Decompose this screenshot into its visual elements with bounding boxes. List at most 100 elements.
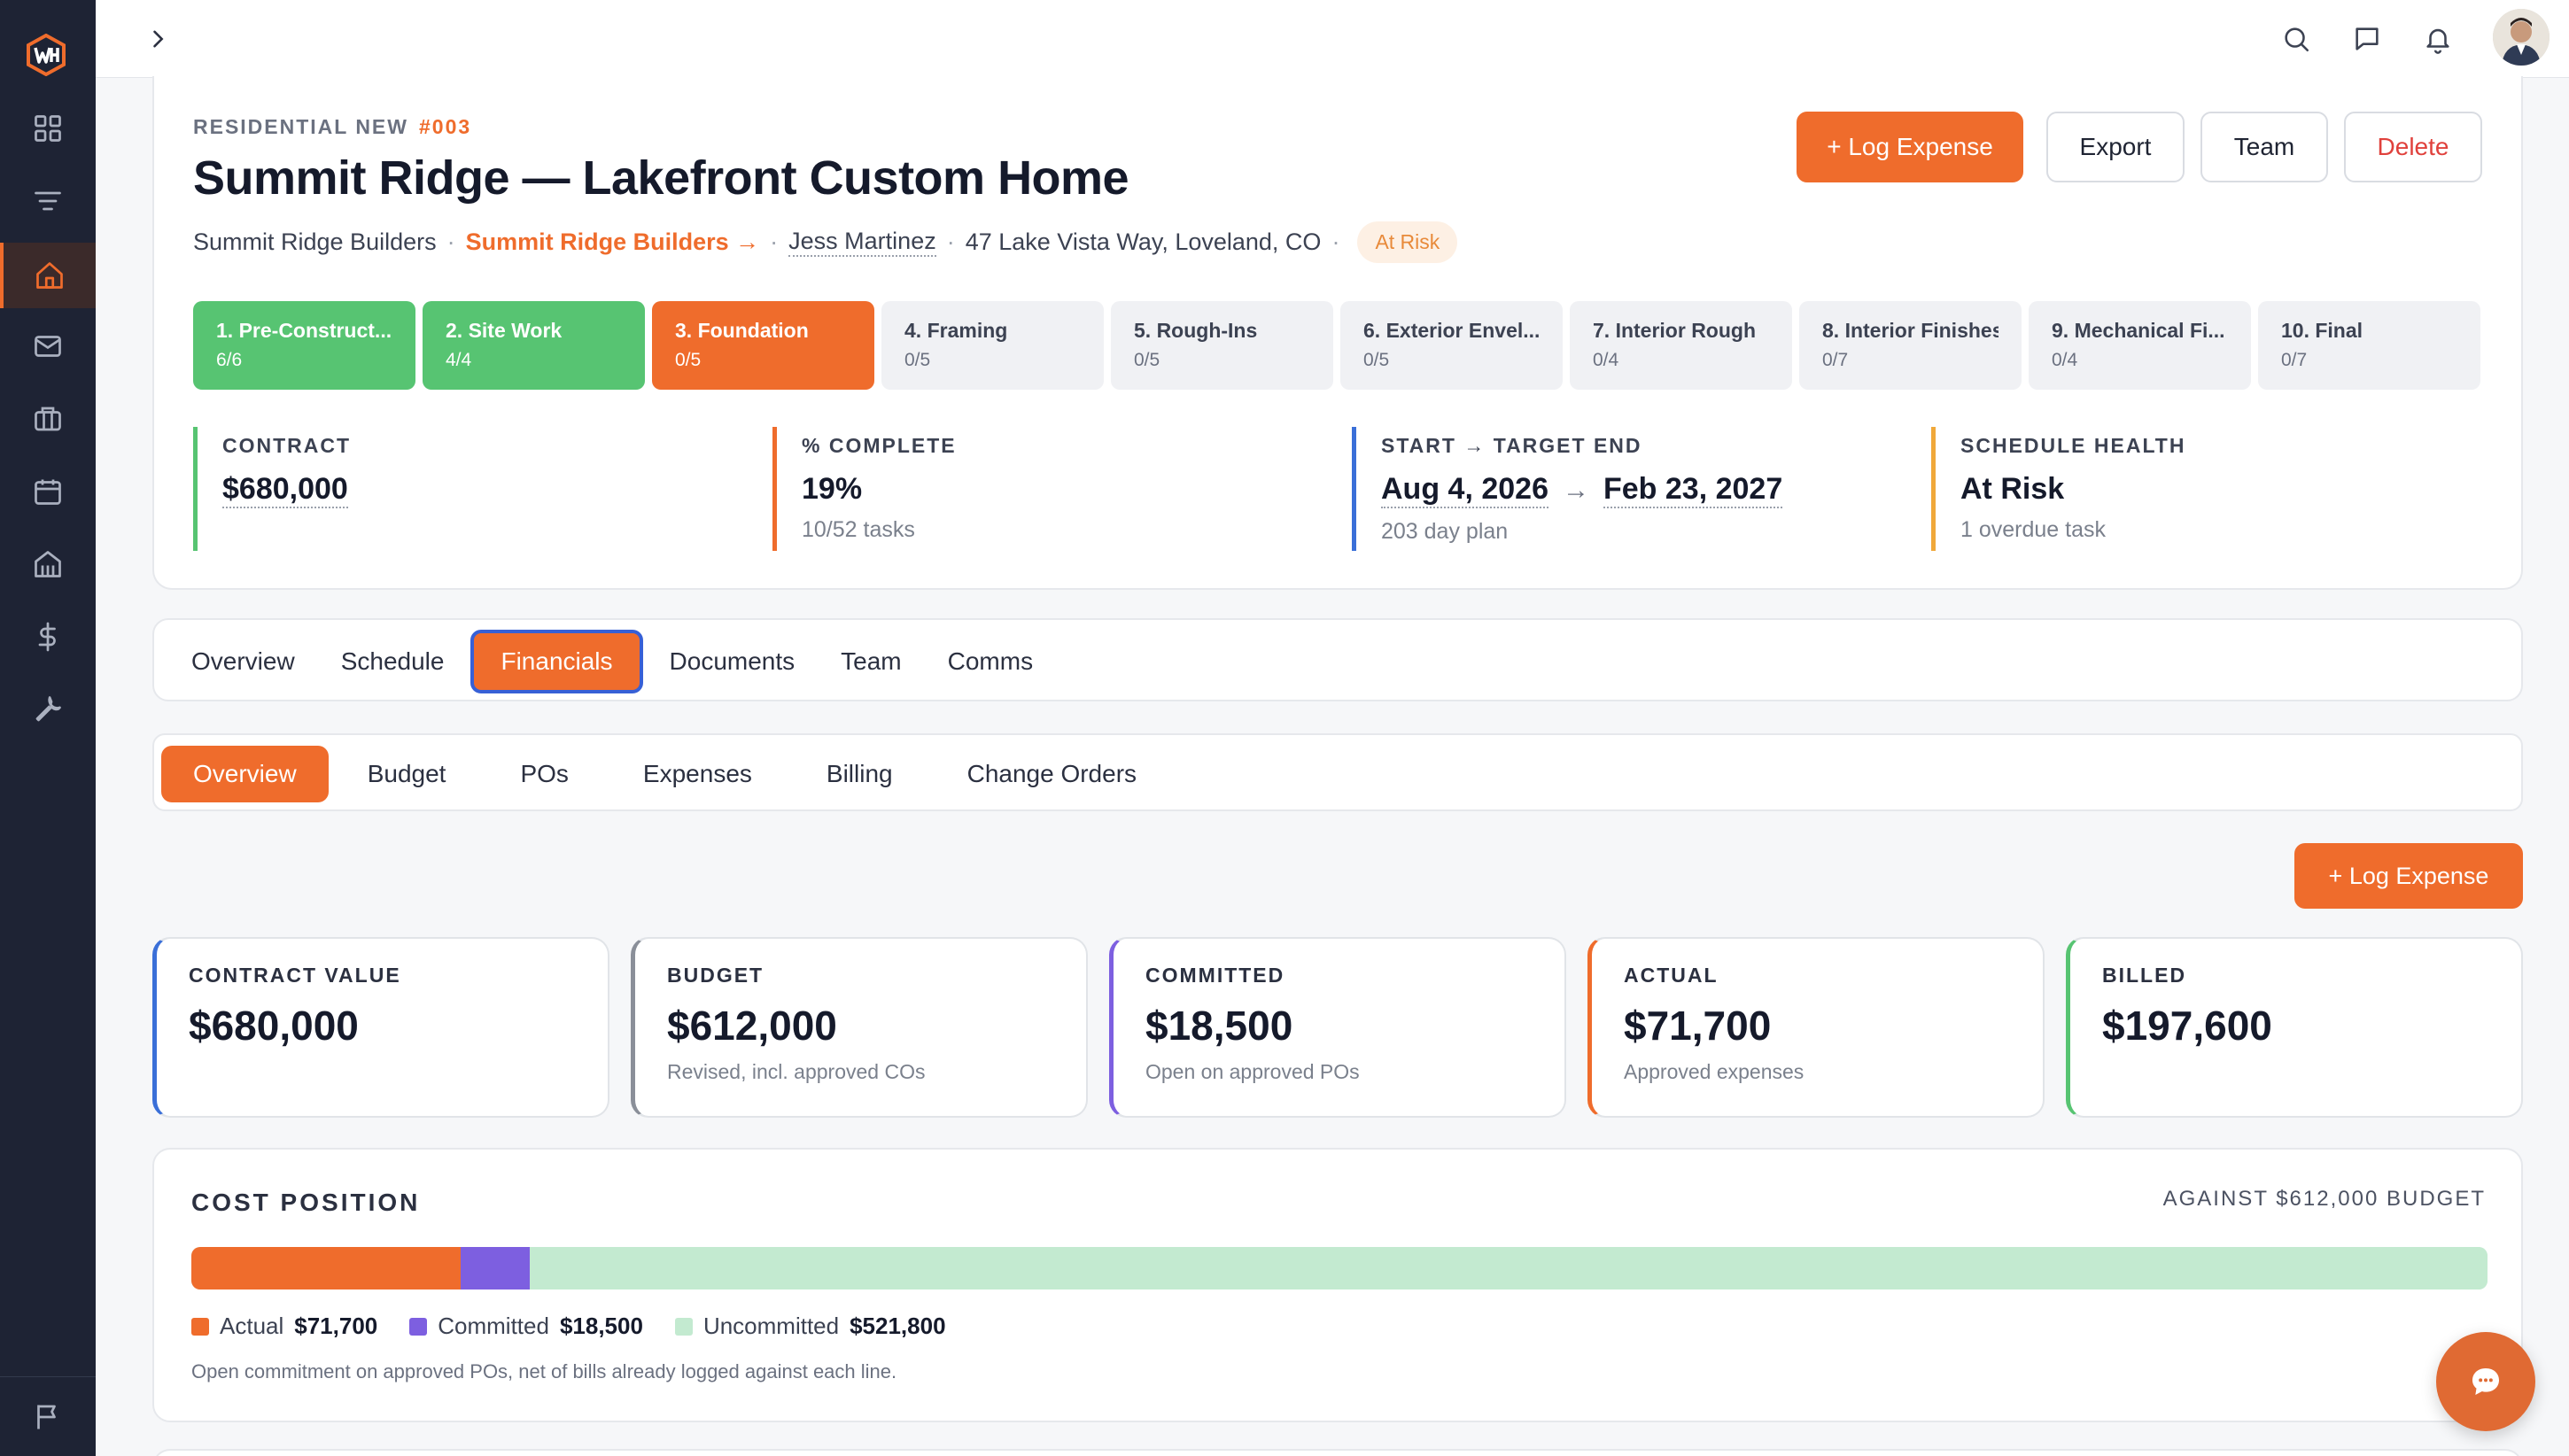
status-badge: At Risk: [1357, 221, 1458, 263]
project-number: #003: [418, 115, 472, 138]
sidebar-item-dashboard[interactable]: [0, 96, 96, 161]
calendar-icon: [35, 479, 61, 505]
cost-position-bar: [191, 1247, 2488, 1289]
messages-button[interactable]: [2348, 19, 2387, 58]
phase-step[interactable]: 10. Final 0/7: [2258, 301, 2480, 390]
project-manager[interactable]: Jess Martinez: [788, 228, 936, 257]
filter-icon: [35, 191, 61, 211]
project-stats: CONTRACT $680,000 % COMPLETE 19% 10/52 t…: [193, 427, 2496, 551]
home-icon: [36, 262, 63, 289]
sidebar-item-jobs[interactable]: [0, 386, 96, 452]
tab-financials[interactable]: Financials: [470, 630, 643, 693]
chat-icon: [2356, 27, 2379, 50]
subtab-budget[interactable]: Budget: [367, 760, 446, 787]
stat-dates: START → TARGET END Aug 4, 2026 → Feb 23,…: [1352, 427, 1783, 551]
project-address: 47 Lake Vista Way, Loveland, CO: [965, 228, 1322, 255]
stat-schedule-health: SCHEDULE HEALTH At Risk 1 overdue task: [1931, 427, 2185, 551]
page-title: Summit Ridge — Lakefront Custom Home: [193, 151, 1129, 205]
wrench-icon: [35, 696, 61, 722]
sidebar-item-calendar[interactable]: [0, 459, 96, 524]
target-end-date[interactable]: Feb 23, 2027: [1603, 472, 1783, 508]
phase-tracker: 1. Pre-Construct... 6/6 2. Site Work 4/4 3…: [193, 301, 2480, 390]
schedule-health-value: At Risk: [1960, 472, 2065, 506]
user-avatar[interactable]: [2493, 9, 2550, 66]
tab-documents[interactable]: Documents: [669, 647, 796, 675]
app-logo[interactable]: [25, 33, 67, 77]
bell-icon: [2426, 28, 2449, 54]
sidebar-item-mail[interactable]: [0, 314, 96, 379]
phase-step[interactable]: 1. Pre-Construct... 6/6: [193, 301, 415, 390]
log-expense-button-secondary[interactable]: + Log Expense: [2294, 843, 2523, 909]
start-date[interactable]: Aug 4, 2026: [1381, 472, 1548, 508]
dashboard-icon: [35, 115, 61, 142]
legend-committed: Committed $18,500: [409, 1313, 643, 1340]
chat-bubble-icon: [2472, 1368, 2499, 1395]
team-button[interactable]: Team: [2200, 112, 2328, 182]
project-type: RESIDENTIAL NEW #003: [193, 115, 471, 139]
project-meta: Summit Ridge Builders · Summit Ridge Bui…: [193, 221, 1458, 263]
sidebar-item-tools[interactable]: [0, 677, 96, 742]
support-chat-button[interactable]: [2436, 1332, 2535, 1431]
notifications-button[interactable]: [2418, 19, 2457, 58]
stat-complete: % COMPLETE 19% 10/52 tasks: [772, 427, 957, 551]
financials-subtabs: Overview Budget POs Expenses Billing Cha…: [152, 733, 2523, 811]
cost-position-card: COST POSITION AGAINST $612,000 BUDGET Ac…: [152, 1148, 2523, 1422]
cost-legend: Actual $71,700 Committed $18,500 Uncommi…: [191, 1313, 978, 1340]
uncommitted-segment: [530, 1247, 2488, 1289]
phase-step[interactable]: 9. Mechanical Fi... 0/4: [2029, 301, 2251, 390]
arrow-right-icon: →: [1562, 475, 1589, 505]
legend-uncommitted: Uncommitted $521,800: [674, 1313, 946, 1340]
kpi-actual: ACTUAL $71,700 Approved expenses: [1587, 937, 2045, 1118]
export-button[interactable]: Export: [2046, 112, 2185, 182]
phase-step[interactable]: 3. Foundation 0/5: [652, 301, 874, 390]
flag-icon: [37, 1405, 56, 1429]
subtab-pos[interactable]: POs: [520, 760, 569, 787]
mail-icon: [35, 336, 61, 357]
kpi-budget: BUDGET $612,000 Revised, incl. approved …: [631, 937, 1088, 1118]
search-button[interactable]: [2277, 19, 2316, 58]
tab-overview[interactable]: Overview: [191, 647, 295, 675]
delete-button[interactable]: Delete: [2344, 112, 2482, 182]
next-card-edge: [152, 1449, 2523, 1456]
subtab-overview[interactable]: Overview: [161, 746, 329, 802]
tab-team[interactable]: Team: [841, 647, 902, 675]
dollar-icon: [38, 622, 56, 652]
project-tabs: Overview Schedule Financials Documents T…: [152, 618, 2523, 701]
expand-sidebar-button[interactable]: [140, 21, 175, 57]
phase-step[interactable]: 8. Interior Finishes 0/7: [1799, 301, 2022, 390]
kpi-committed: COMMITTED $18,500 Open on approved POs: [1109, 937, 1566, 1118]
subtab-expenses[interactable]: Expenses: [642, 760, 752, 787]
sidebar-item-buildings[interactable]: [0, 531, 96, 597]
phase-step[interactable]: 7. Interior Rough 0/4: [1570, 301, 1792, 390]
sidebar-item-projects[interactable]: [0, 243, 96, 308]
briefcase-icon: [35, 407, 61, 431]
sidebar-item-flag[interactable]: [0, 1376, 96, 1456]
phase-step[interactable]: 5. Rough-Ins 0/5: [1111, 301, 1333, 390]
subtab-change-orders[interactable]: Change Orders: [966, 760, 1137, 787]
phase-step[interactable]: 4. Framing 0/5: [881, 301, 1104, 390]
sidebar-item-filter[interactable]: [0, 168, 96, 234]
search-icon: [2285, 27, 2309, 52]
stat-contract: CONTRACT $680,000: [193, 427, 351, 551]
client-link[interactable]: Summit Ridge Builders →: [465, 228, 760, 255]
tab-schedule[interactable]: Schedule: [340, 647, 445, 675]
kpi-billed: BILLED $197,600: [2066, 937, 2523, 1118]
log-expense-button[interactable]: + Log Expense: [1797, 112, 2023, 182]
kpi-contract-value: CONTRACT VALUE $680,000: [152, 937, 609, 1118]
contract-value: $680,000: [222, 472, 348, 508]
client-name: Summit Ridge Builders: [193, 228, 437, 255]
actual-segment: [191, 1247, 461, 1289]
phase-step[interactable]: 2. Site Work 4/4: [423, 301, 645, 390]
tab-comms[interactable]: Comms: [947, 647, 1034, 675]
phase-step[interactable]: 6. Exterior Envel... 0/5: [1340, 301, 1563, 390]
sidebar-item-finance[interactable]: [0, 604, 96, 670]
project-type-label: RESIDENTIAL NEW: [193, 115, 408, 138]
building-icon: [35, 551, 61, 577]
committed-segment: [460, 1247, 530, 1289]
chevron-right-icon: [153, 30, 164, 48]
percent-complete: 19%: [802, 472, 863, 506]
subtab-billing[interactable]: Billing: [826, 760, 893, 787]
sidebar: [0, 0, 96, 1456]
cost-position-budget: AGAINST $612,000 BUDGET: [2162, 1187, 2486, 1211]
cost-position-title: COST POSITION: [191, 1189, 421, 1216]
